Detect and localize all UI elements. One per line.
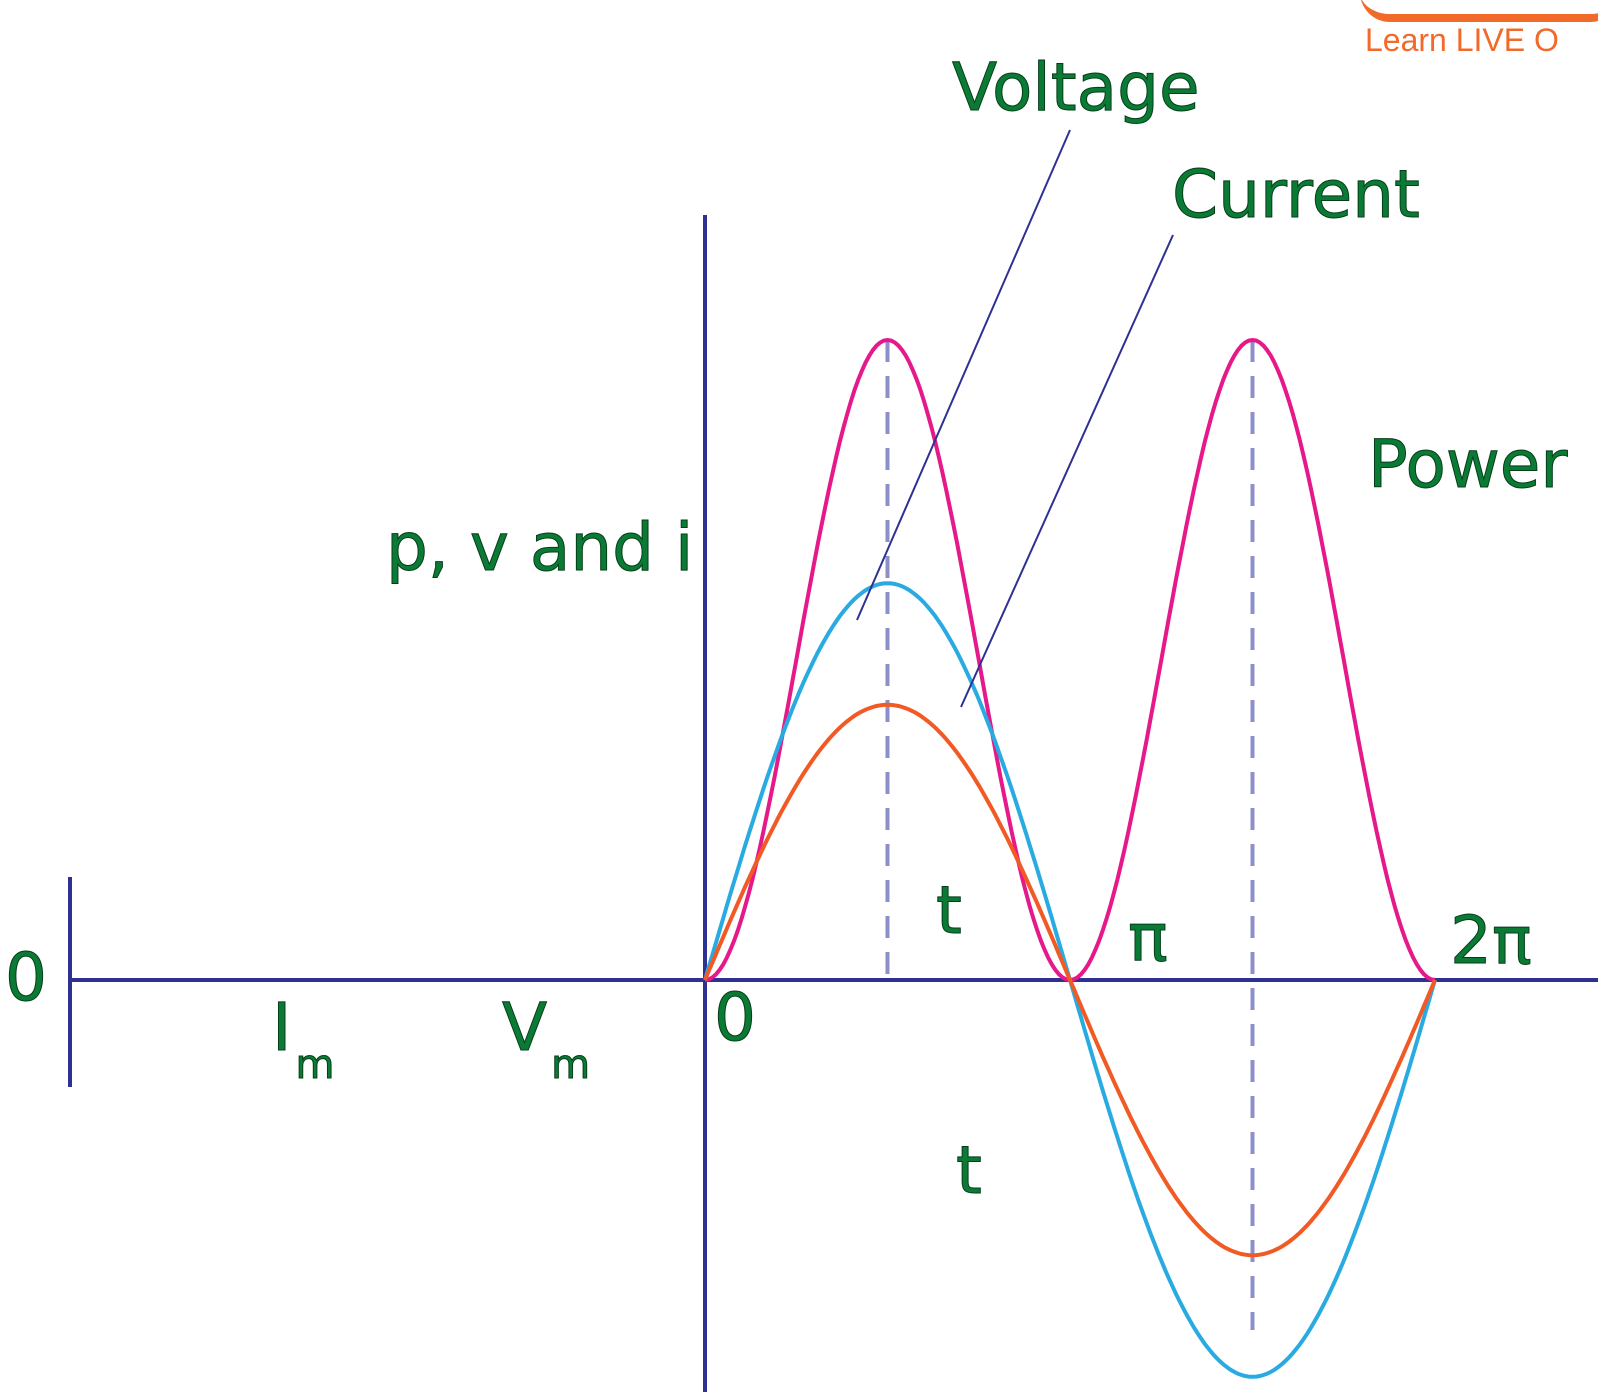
voltage-leader-line — [856, 129, 1071, 621]
left-zero-label: 0 — [5, 939, 48, 1016]
pi-tick-label: π — [1128, 899, 1169, 976]
current-leader-line — [960, 234, 1174, 708]
logo-tagline: Learn LIVE O — [1365, 22, 1559, 58]
y-axis-label: p, v and i — [385, 509, 694, 586]
im-subscript: m — [295, 1042, 335, 1088]
voltage-label: Voltage — [952, 49, 1201, 126]
vm-main: V — [501, 989, 548, 1066]
current-curve — [703, 702, 1437, 1258]
two-pi-tick-label: 2π — [1450, 902, 1533, 979]
power-label: Power — [1368, 426, 1569, 503]
origin-label: 0 — [714, 979, 757, 1056]
im-main: I — [271, 989, 292, 1066]
t-label-upper: t — [936, 872, 963, 949]
logo-mark — [1360, 0, 1598, 22]
current-label: Current — [1172, 156, 1421, 233]
vm-subscript: m — [551, 1042, 591, 1088]
t-label-lower: t — [956, 1132, 983, 1209]
